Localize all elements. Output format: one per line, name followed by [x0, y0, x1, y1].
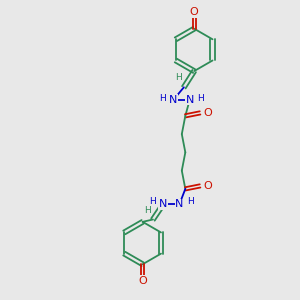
Text: O: O — [203, 108, 212, 118]
Text: O: O — [203, 181, 212, 191]
Text: O: O — [138, 276, 147, 286]
Text: N: N — [159, 199, 167, 209]
Text: N: N — [169, 94, 178, 105]
Text: H: H — [145, 206, 151, 215]
Text: N: N — [186, 94, 194, 105]
Text: H: H — [176, 73, 182, 82]
Text: O: O — [190, 7, 199, 17]
Text: H: H — [149, 197, 155, 206]
Text: H: H — [198, 94, 204, 103]
Text: N: N — [175, 199, 184, 209]
Text: H: H — [187, 197, 194, 206]
Text: H: H — [159, 94, 166, 103]
